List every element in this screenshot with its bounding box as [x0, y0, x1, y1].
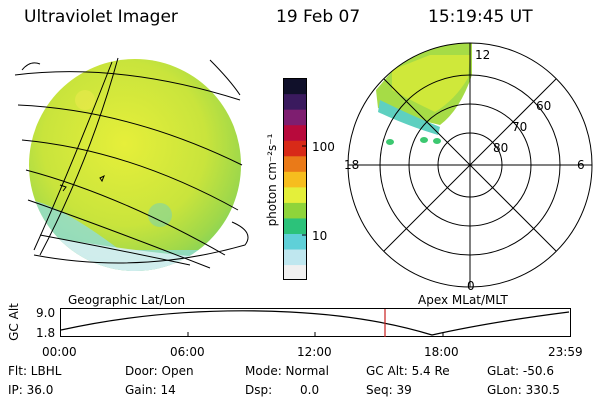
date-label: 19 Feb 07	[276, 7, 361, 27]
gc-alt-info: GC Alt: 5.4 Re	[366, 364, 450, 378]
colorbar-segment	[283, 140, 307, 157]
instrument-title: Ultraviolet Imager	[24, 7, 178, 27]
lat-label-70: 70	[512, 120, 527, 134]
colorbar-unit-label: photon cm⁻²s⁻¹	[265, 133, 279, 227]
colorbar-segment	[283, 264, 307, 280]
altitude-axis-label: GC Alt	[7, 303, 21, 341]
colorbar-tick-10: 10	[312, 229, 328, 243]
time-tick-1800: 18:00	[424, 345, 459, 359]
colorbar-segment	[283, 155, 307, 172]
time-tick-2359: 23:59	[548, 345, 583, 359]
apex-panel-title: Apex MLat/MLT	[418, 293, 508, 307]
lat-label-60: 60	[536, 99, 551, 113]
colorbar-segment	[283, 93, 307, 110]
mlt-label-12: 12	[475, 48, 490, 62]
colorbar-segment	[283, 186, 307, 203]
time-tick-1200: 12:00	[297, 345, 332, 359]
sequence-info: Seq: 39	[366, 383, 412, 397]
altitude-tick-1-8: 1.8	[36, 326, 56, 340]
colorbar-segment	[283, 233, 307, 250]
geographic-image	[14, 57, 249, 271]
colorbar-segment	[283, 217, 307, 234]
door-info: Door: Open	[125, 364, 194, 378]
auroral-image-patch	[376, 43, 472, 145]
colorbar-tick-100: 100	[312, 140, 335, 154]
mlt-label-18: 18	[344, 158, 359, 172]
dsp-value: 0.0	[300, 383, 320, 397]
colorbar-segment	[283, 248, 307, 266]
colorbar-segment	[283, 124, 307, 141]
ip-info: IP: 36.0	[8, 383, 54, 397]
polar-grid	[347, 42, 593, 288]
glat-info: GLat: -50.6	[487, 364, 554, 378]
gain-info: Gain: 14	[125, 383, 176, 397]
time-label: 15:19:45 UT	[428, 7, 533, 27]
mlt-label-6: 6	[577, 158, 585, 172]
mlt-label-0: 0	[467, 279, 475, 290]
geographic-panel-title: Geographic Lat/Lon	[68, 293, 186, 307]
altitude-plot	[60, 308, 571, 337]
time-tick-0600: 06:00	[170, 345, 205, 359]
colorbar-segment	[283, 171, 307, 188]
polar-plot: 12 18 6 0 60 70 80	[344, 42, 593, 290]
altitude-curve	[60, 310, 570, 336]
filter-info: Flt: LBHL	[8, 364, 62, 378]
glon-info: GLon: 330.5	[487, 383, 560, 397]
mode-info: Mode: Normal	[245, 364, 329, 378]
lat-label-80: 80	[493, 141, 508, 155]
time-tick-0000: 00:00	[42, 345, 77, 359]
altitude-tick-9: 9.0	[36, 306, 56, 320]
color-scale-bar	[283, 78, 307, 280]
dsp-label: Dsp:	[245, 383, 273, 397]
colorbar-segment	[283, 109, 307, 126]
colorbar-segment	[283, 78, 307, 95]
colorbar-segment	[283, 202, 307, 219]
lat-lon-grid	[14, 57, 249, 269]
